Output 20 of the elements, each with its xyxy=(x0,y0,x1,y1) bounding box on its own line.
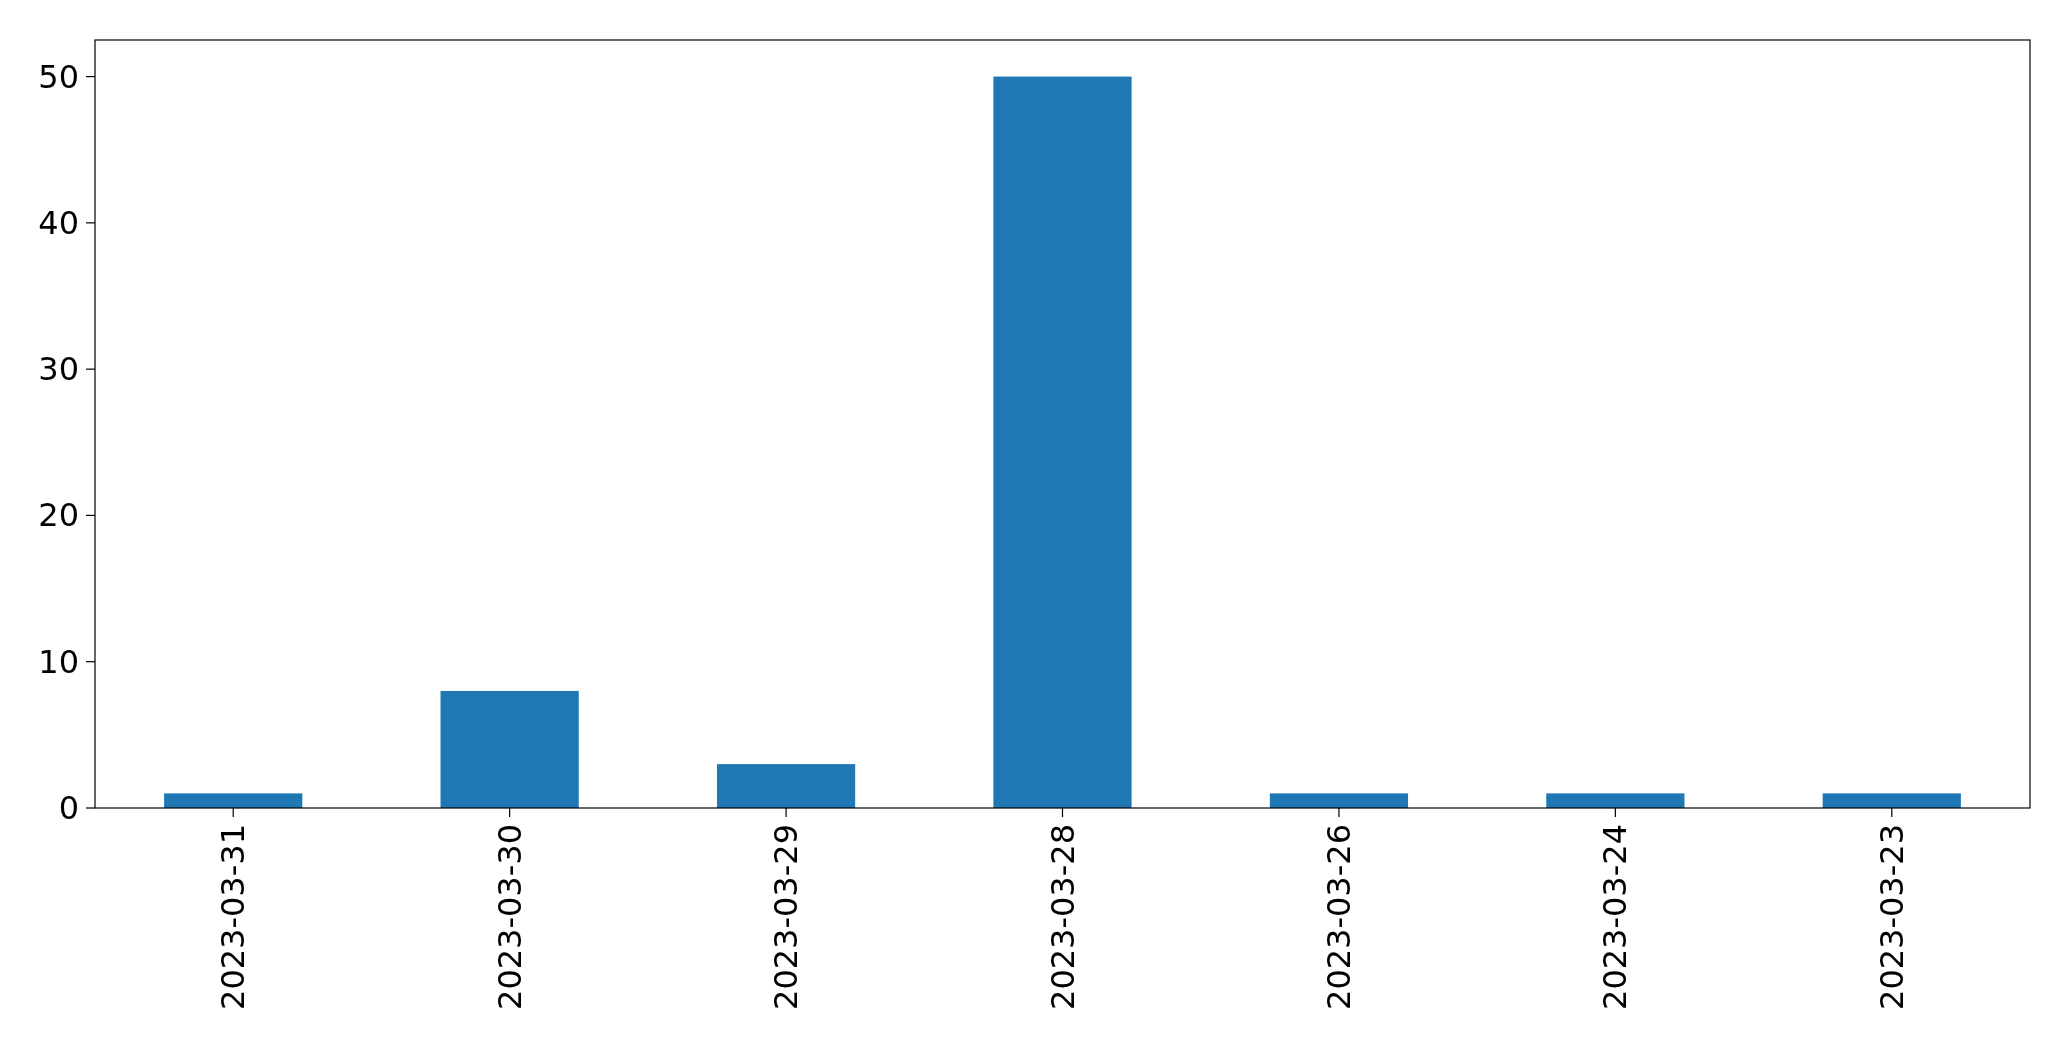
y-tick-label: 20 xyxy=(38,496,79,535)
y-tick-label: 10 xyxy=(38,642,79,681)
bar xyxy=(716,764,856,808)
x-tick-label: 2023-03-26 xyxy=(1319,824,1358,1010)
x-tick-label: 2023-03-30 xyxy=(490,824,529,1010)
x-tick-label: 2023-03-28 xyxy=(1043,824,1082,1010)
x-tick-label: 2023-03-23 xyxy=(1872,824,1911,1010)
bar xyxy=(1822,793,1961,808)
bar xyxy=(1269,793,1409,808)
x-tick-label: 2023-03-29 xyxy=(767,824,806,1010)
y-tick-label: 50 xyxy=(38,57,79,96)
bar xyxy=(993,76,1132,808)
bar xyxy=(164,793,303,808)
x-tick-label: 2023-03-31 xyxy=(214,824,253,1010)
bar xyxy=(440,690,579,808)
bar xyxy=(1546,793,1685,808)
y-tick-label: 30 xyxy=(38,350,79,389)
x-tick-label: 2023-03-24 xyxy=(1596,824,1635,1010)
y-tick-label: 40 xyxy=(38,203,79,242)
y-tick-label: 0 xyxy=(58,789,79,827)
